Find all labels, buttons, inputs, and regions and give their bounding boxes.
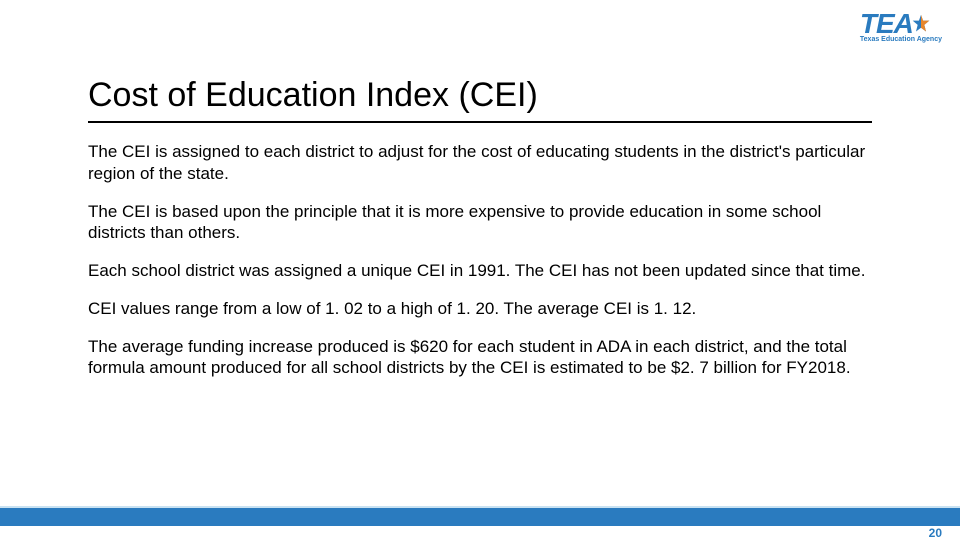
- logo-main: TEA: [860, 10, 942, 38]
- page-number: 20: [929, 526, 942, 540]
- paragraph: CEI values range from a low of 1. 02 to …: [88, 298, 872, 320]
- star-icon: [911, 14, 931, 34]
- paragraph: Each school district was assigned a uniq…: [88, 260, 872, 282]
- paragraph: The CEI is assigned to each district to …: [88, 141, 872, 185]
- paragraph: The CEI is based upon the principle that…: [88, 201, 872, 245]
- slide-title: Cost of Education Index (CEI): [88, 76, 872, 123]
- paragraph: The average funding increase produced is…: [88, 336, 872, 380]
- footer-bar: [0, 506, 960, 526]
- slide-content: Cost of Education Index (CEI) The CEI is…: [88, 76, 872, 395]
- logo-subtitle: Texas Education Agency: [860, 36, 942, 43]
- tea-logo: TEA Texas Education Agency: [860, 10, 942, 43]
- logo-text: TEA: [860, 10, 913, 38]
